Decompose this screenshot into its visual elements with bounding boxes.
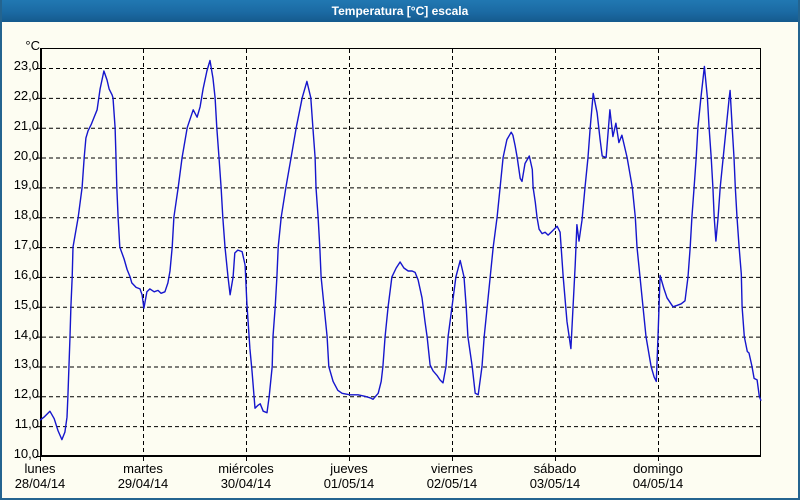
- day-name-label: sábado: [533, 461, 577, 476]
- window-title: Temperatura [°C] escala: [331, 4, 469, 18]
- y-axis-tick-label: 11,0: [14, 416, 39, 432]
- day-name-label: domingo: [633, 461, 683, 476]
- y-axis-unit-label: °C: [25, 38, 40, 53]
- x-axis-day-label: viernes 02/05/14: [400, 461, 504, 491]
- y-axis-tick-label: 13,0: [13, 356, 39, 372]
- day-name-label: jueves: [330, 461, 368, 476]
- temperature-line: [39, 59, 762, 441]
- y-axis-tick-label: 22,0: [13, 87, 39, 103]
- x-axis-day-label: miércoles 30/04/14: [194, 461, 298, 491]
- y-axis-tick-label: 17,0: [13, 237, 39, 253]
- day-date-label: 28/04/14: [14, 476, 66, 491]
- day-date-label: 03/05/14: [529, 476, 581, 491]
- y-axis-tick-label: 15,0: [13, 296, 39, 312]
- y-axis-tick-label: 23,0: [13, 58, 39, 73]
- x-axis-day-label: jueves 01/05/14: [297, 461, 401, 491]
- x-axis-day-label: martes 29/04/14: [91, 461, 195, 491]
- y-axis-tick-label: 16,0: [13, 266, 39, 282]
- day-date-label: 02/05/14: [426, 476, 478, 491]
- day-date-label: 29/04/14: [117, 476, 169, 491]
- day-date-label: 04/05/14: [632, 476, 684, 491]
- day-date-label: 01/05/14: [323, 476, 375, 491]
- day-name-label: lunes: [24, 461, 56, 476]
- y-axis-tick-label: 21,0: [13, 117, 39, 133]
- day-name-label: miércoles: [218, 461, 274, 476]
- y-axis-tick-label: 19,0: [13, 177, 39, 193]
- plot-border: [40, 48, 761, 457]
- day-name-label: martes: [123, 461, 163, 476]
- day-date-label: 30/04/14: [220, 476, 272, 491]
- window-title-bar: Temperatura [°C] escala: [2, 0, 798, 22]
- x-axis-day-label: lunes 28/04/14: [2, 461, 92, 491]
- day-name-label: viernes: [431, 461, 473, 476]
- y-axis-tick-label: 14,0: [13, 326, 39, 342]
- y-axis-tick-label: 12,0: [13, 386, 39, 402]
- y-axis-tick-label: 20,0: [13, 147, 39, 163]
- y-axis-tick-label: 18,0: [13, 207, 39, 223]
- x-axis-day-label: sábado 03/05/14: [503, 461, 607, 491]
- x-axis-day-label: domingo 04/05/14: [606, 461, 710, 491]
- y-axis-tick-label: 10,0: [13, 446, 39, 461]
